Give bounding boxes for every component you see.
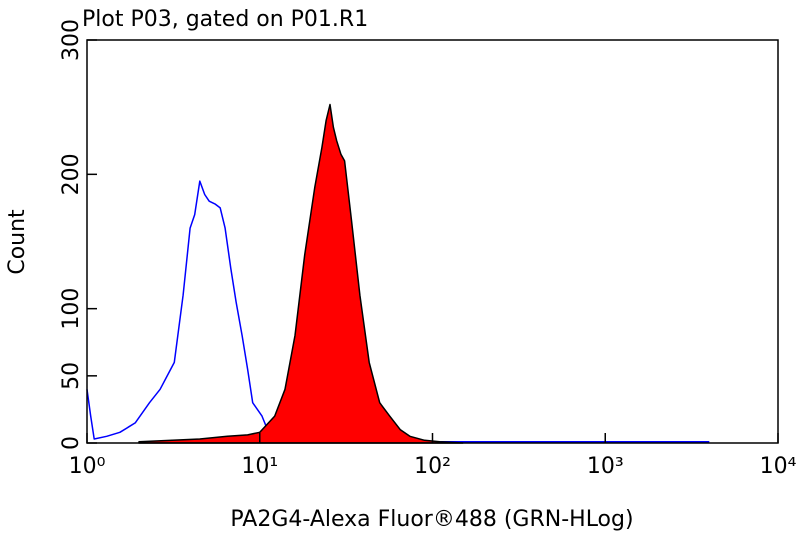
plot-frame: [86, 39, 779, 444]
histogram-area: [138, 103, 464, 444]
x-tick-label: 10²: [414, 454, 451, 479]
x-tick-label: 10⁰: [69, 454, 106, 479]
y-tick-label: 200: [59, 153, 84, 195]
y-axis-label: Count: [5, 209, 30, 275]
chart-title: Plot P03, gated on P01.R1: [82, 7, 368, 32]
x-tick-label: 10³: [587, 454, 624, 479]
y-tick-label: 100: [59, 288, 84, 330]
x-axis-label: PA2G4-Alexa Fluor®488 (GRN-HLog): [230, 507, 633, 532]
y-tick-label: 50: [59, 362, 84, 390]
y-tick-label: 300: [59, 19, 84, 61]
y-tick-label: 0: [59, 436, 84, 450]
x-tick-label: 10¹: [241, 454, 278, 479]
histogram-line: [86, 180, 710, 443]
x-tick-label: 10⁴: [760, 454, 797, 479]
